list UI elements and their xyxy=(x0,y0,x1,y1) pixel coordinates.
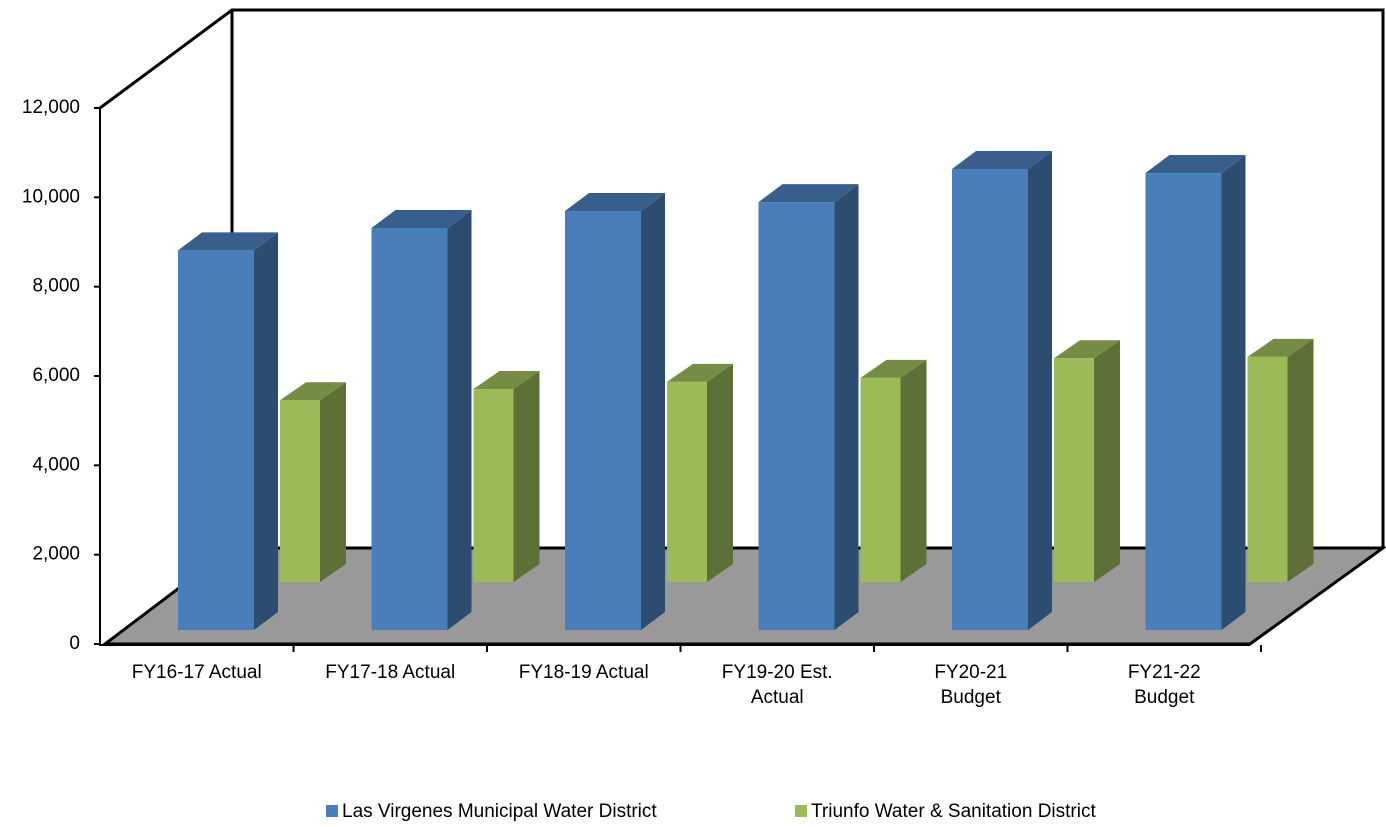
bar-top xyxy=(758,184,859,203)
bar-top xyxy=(178,232,278,251)
bar-side xyxy=(1028,151,1052,631)
bar xyxy=(280,400,320,582)
bar xyxy=(860,377,901,582)
back-wall xyxy=(99,8,1385,548)
legend-swatch xyxy=(326,805,338,817)
x-tick-label: FY18-19 Actual xyxy=(518,662,649,683)
bar xyxy=(758,202,835,631)
bar-side xyxy=(641,193,665,630)
bar-side xyxy=(1287,338,1314,582)
x-tick-label: FY19-20 Est. Actual xyxy=(721,662,833,708)
x-tick-label: FY21-22 Budget xyxy=(1127,662,1201,708)
bar-top xyxy=(371,210,472,228)
legend-swatch xyxy=(795,805,807,817)
bar-top xyxy=(952,151,1052,170)
bar xyxy=(178,250,254,631)
bar-side xyxy=(834,184,859,631)
bar-side xyxy=(1221,155,1246,630)
bar-top xyxy=(667,363,733,382)
bar-side xyxy=(254,232,278,631)
bar xyxy=(1145,173,1222,630)
bar xyxy=(371,228,448,630)
y-tick-label: 2,000 xyxy=(32,544,80,565)
bar xyxy=(952,169,1028,631)
bar-side xyxy=(707,363,733,582)
bar-side xyxy=(1094,340,1120,582)
legend-label: Las Virgenes Municipal Water District xyxy=(342,801,657,822)
y-tick-label: 8,000 xyxy=(32,276,80,297)
bar xyxy=(1054,358,1094,582)
bar-top xyxy=(280,382,346,401)
x-tick-label: FY20-21 Budget xyxy=(934,662,1008,708)
bar-top xyxy=(1054,340,1120,359)
y-tick-label: 10,000 xyxy=(22,186,80,207)
y-tick-label: 0 xyxy=(69,633,80,654)
bar xyxy=(473,389,514,582)
y-tick-label: 12,000 xyxy=(22,97,80,118)
bar-top xyxy=(473,371,540,390)
y-tick-label: 4,000 xyxy=(32,454,80,475)
x-tick-label: FY17-18 Actual xyxy=(325,662,456,683)
bar-side xyxy=(900,359,927,582)
x-tick-label: FY16-17 Actual xyxy=(131,662,262,683)
bar-side xyxy=(320,382,346,582)
bar-top xyxy=(860,359,927,378)
legend-label: Triunfo Water & Sanitation District xyxy=(811,801,1096,822)
y-tick-label: 6,000 xyxy=(32,365,80,386)
bar-top xyxy=(565,193,665,212)
bar-top xyxy=(1145,155,1246,174)
bar xyxy=(565,211,641,630)
bar xyxy=(1247,356,1288,582)
bar-side xyxy=(513,371,540,582)
bar-top xyxy=(1247,338,1314,357)
bar xyxy=(667,381,707,582)
bar-side xyxy=(447,210,472,630)
